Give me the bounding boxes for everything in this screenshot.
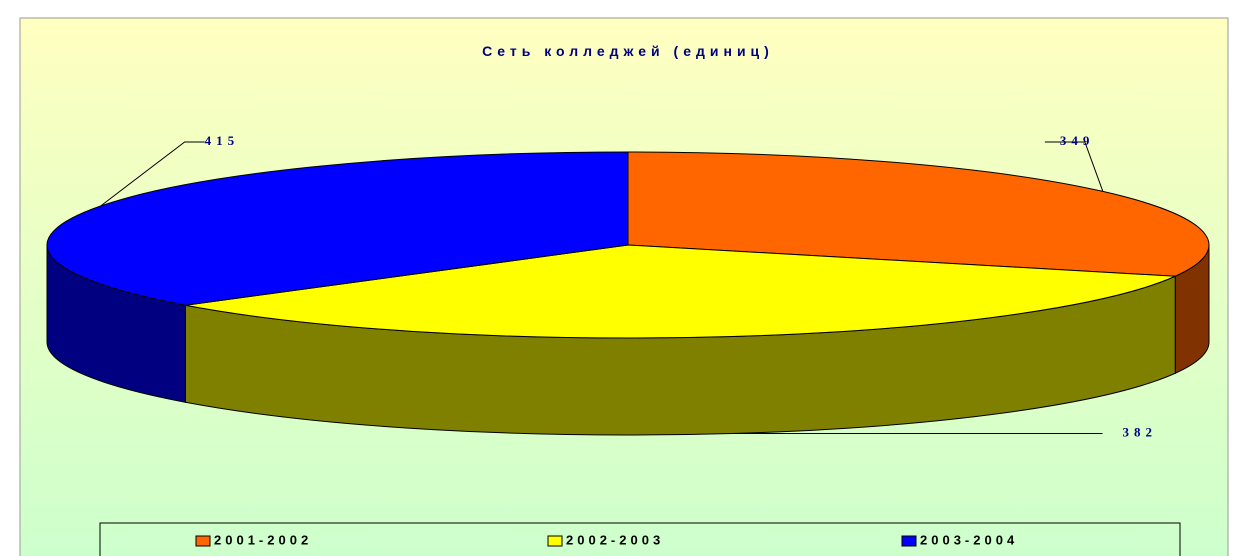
legend-swatch xyxy=(195,535,211,547)
chart-title: Сеть колледжей (единиц) xyxy=(482,43,774,59)
leader-line xyxy=(100,141,205,207)
legend-box xyxy=(99,522,1181,556)
data-label: 415 xyxy=(205,133,240,148)
slice xyxy=(185,244,1176,339)
data-label: 382 xyxy=(1123,424,1158,439)
legend-swatch xyxy=(901,535,917,547)
data-label: 349 xyxy=(1060,133,1095,148)
legend-label: 2001-2002 xyxy=(214,532,312,547)
legend-label: 2002-2003 xyxy=(566,532,664,547)
legend-label: 2003-2004 xyxy=(920,532,1018,547)
slice xyxy=(46,151,629,306)
leader-line xyxy=(1044,141,1104,192)
legend-swatch xyxy=(547,535,563,547)
